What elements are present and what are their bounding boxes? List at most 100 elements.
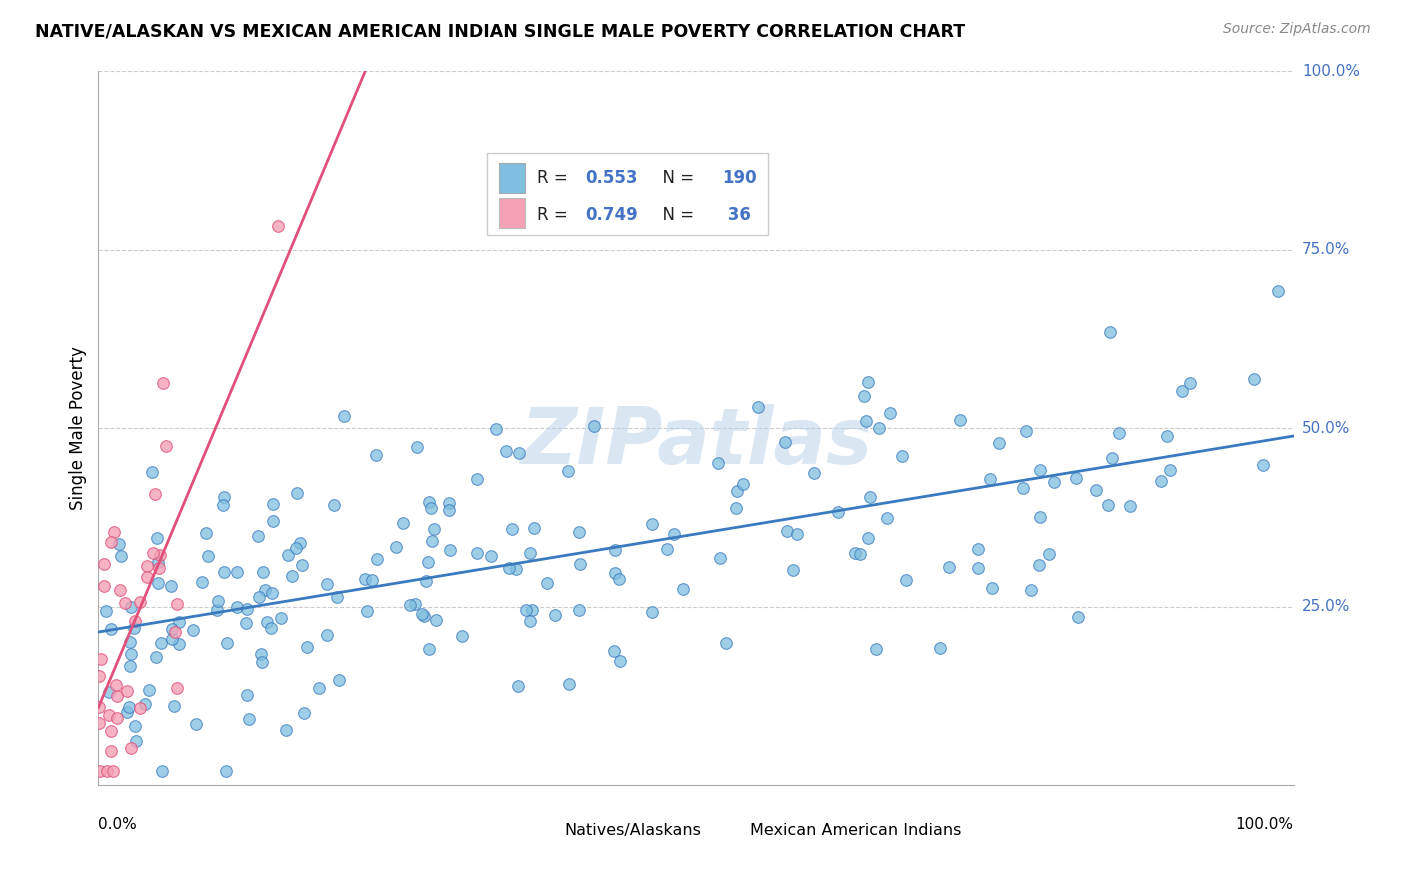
Point bbox=[609, 654, 631, 668]
Point bbox=[235, 615, 257, 630]
Point bbox=[252, 565, 274, 579]
Point bbox=[399, 599, 422, 613]
Point bbox=[110, 582, 132, 597]
Point bbox=[707, 456, 730, 470]
Point bbox=[1171, 384, 1194, 398]
Point bbox=[118, 658, 141, 673]
Point bbox=[415, 574, 437, 588]
Point bbox=[163, 624, 186, 639]
Point bbox=[418, 641, 440, 656]
Point bbox=[1118, 499, 1140, 513]
Point bbox=[103, 524, 125, 539]
Point bbox=[124, 614, 146, 628]
Bar bbox=[529, 819, 555, 840]
Point bbox=[155, 439, 177, 453]
Point bbox=[858, 375, 880, 389]
Point bbox=[404, 597, 426, 611]
Point bbox=[149, 548, 172, 562]
Point bbox=[1159, 463, 1181, 477]
Text: Mexican American Indians: Mexican American Indians bbox=[749, 823, 962, 838]
Point bbox=[439, 542, 461, 557]
Text: 25.0%: 25.0% bbox=[1302, 599, 1350, 614]
Point bbox=[782, 563, 804, 577]
Point bbox=[100, 622, 122, 636]
Point bbox=[169, 637, 191, 651]
Point bbox=[607, 572, 630, 586]
Point bbox=[195, 526, 218, 541]
Point bbox=[1064, 471, 1087, 485]
Point bbox=[1243, 372, 1265, 386]
Point bbox=[1043, 475, 1066, 490]
Point bbox=[776, 524, 799, 538]
Point bbox=[731, 477, 754, 491]
Point bbox=[1084, 483, 1107, 498]
Point bbox=[568, 557, 591, 571]
Text: NATIVE/ALASKAN VS MEXICAN AMERICAN INDIAN SINGLE MALE POVERTY CORRELATION CHART: NATIVE/ALASKAN VS MEXICAN AMERICAN INDIA… bbox=[35, 22, 966, 40]
Point bbox=[215, 636, 238, 650]
Point bbox=[287, 486, 309, 500]
Point bbox=[827, 504, 849, 518]
Text: 100.0%: 100.0% bbox=[1236, 817, 1294, 832]
Point bbox=[292, 706, 315, 720]
Point bbox=[568, 524, 591, 539]
Point bbox=[505, 562, 527, 576]
Text: ZIPatlas: ZIPatlas bbox=[520, 404, 872, 481]
Point bbox=[285, 541, 308, 556]
Point bbox=[281, 569, 304, 583]
Point bbox=[160, 622, 183, 636]
Point bbox=[181, 624, 204, 638]
Point bbox=[89, 669, 111, 683]
Point bbox=[93, 579, 115, 593]
Point bbox=[236, 688, 259, 702]
Point bbox=[1267, 284, 1289, 298]
Point bbox=[1097, 498, 1119, 512]
Point bbox=[100, 723, 122, 738]
Point bbox=[211, 499, 233, 513]
Point bbox=[725, 484, 748, 499]
Point bbox=[225, 599, 247, 614]
Point bbox=[844, 546, 866, 560]
Point bbox=[120, 634, 142, 648]
Point bbox=[356, 604, 378, 618]
Point bbox=[423, 522, 446, 536]
Point bbox=[96, 604, 118, 618]
Point bbox=[894, 574, 917, 588]
Point bbox=[120, 647, 142, 661]
Point bbox=[120, 741, 142, 756]
Point bbox=[129, 701, 152, 715]
Point bbox=[928, 640, 950, 655]
Point bbox=[1101, 451, 1123, 466]
Point bbox=[207, 594, 229, 608]
Point bbox=[291, 558, 314, 573]
Text: 0.0%: 0.0% bbox=[98, 817, 138, 832]
Text: R =: R = bbox=[537, 206, 574, 224]
Point bbox=[266, 219, 288, 233]
Point bbox=[568, 603, 591, 617]
Point bbox=[385, 540, 408, 554]
Point bbox=[142, 546, 165, 560]
Point bbox=[418, 494, 440, 508]
Point bbox=[803, 466, 825, 480]
Point bbox=[236, 602, 259, 616]
Point bbox=[167, 615, 190, 629]
Point bbox=[163, 699, 186, 714]
Point bbox=[124, 621, 146, 635]
Point bbox=[262, 497, 284, 511]
Y-axis label: Single Male Poverty: Single Male Poverty bbox=[69, 346, 87, 510]
Point bbox=[226, 566, 249, 580]
Point bbox=[420, 534, 443, 549]
Point bbox=[523, 521, 546, 535]
Point bbox=[657, 542, 679, 557]
Point bbox=[124, 719, 146, 733]
Point bbox=[465, 472, 488, 486]
Text: 100.0%: 100.0% bbox=[1302, 64, 1360, 78]
Point bbox=[891, 450, 914, 464]
Text: 190: 190 bbox=[723, 169, 756, 187]
Point bbox=[197, 549, 219, 564]
Point bbox=[1015, 424, 1038, 438]
Point bbox=[260, 621, 283, 635]
Point bbox=[247, 590, 270, 604]
Point bbox=[125, 733, 148, 747]
Point bbox=[366, 552, 388, 566]
Bar bbox=[714, 819, 740, 840]
